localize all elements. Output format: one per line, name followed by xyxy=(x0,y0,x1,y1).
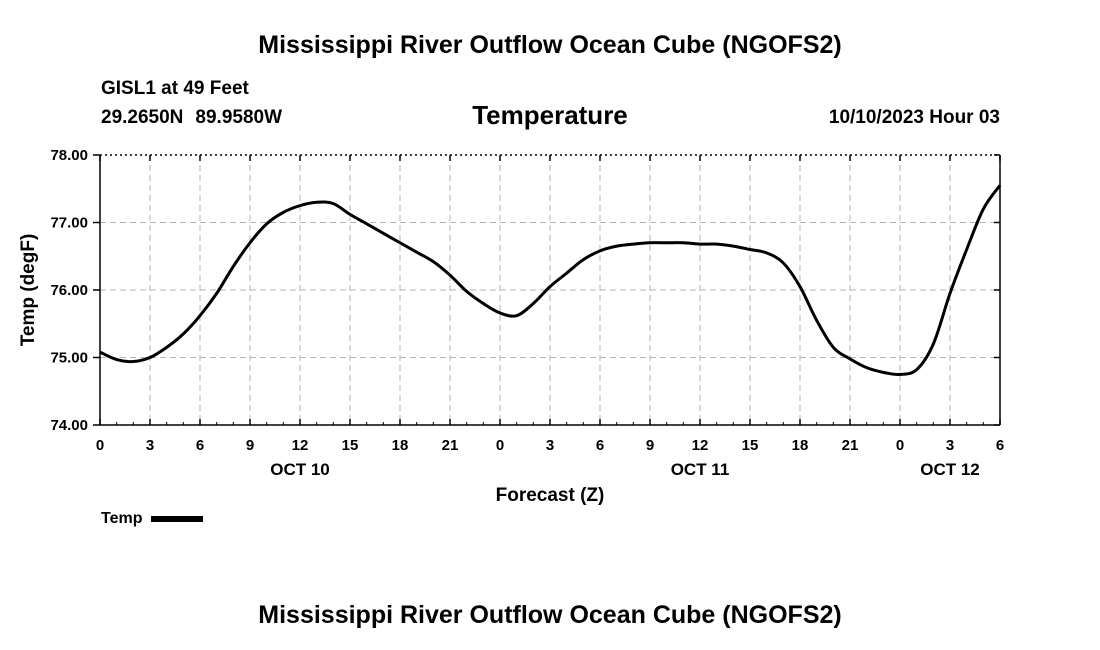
y-tick-label: 74.00 xyxy=(50,417,88,434)
station-coordinates: 29.2650N 89.9580W xyxy=(101,108,282,127)
latitude: 29.2650N xyxy=(101,107,184,128)
x-axis-title: Forecast (Z) xyxy=(496,485,605,506)
forecast-datetime: 10/10/2023 Hour 03 xyxy=(828,107,1000,128)
legend: Temp xyxy=(101,510,204,528)
y-tick-label: 76.00 xyxy=(50,282,88,299)
station-label: GISL1 at 49 Feet xyxy=(101,78,249,99)
y-tick-label: 78.00 xyxy=(50,147,88,164)
x-tick-label: 21 xyxy=(842,437,859,454)
x-tick-label: 15 xyxy=(742,437,759,454)
x-tick-label: 9 xyxy=(646,437,654,454)
y-tick-label: 75.00 xyxy=(50,350,88,367)
x-tick-label: 6 xyxy=(196,437,204,454)
x-tick-label: 18 xyxy=(392,437,409,454)
x-tick-label: 6 xyxy=(996,437,1004,454)
chart-main-title: Mississippi River Outflow Ocean Cube (NG… xyxy=(258,31,842,59)
x-day-label: OCT 12 xyxy=(920,460,980,479)
x-tick-label: 6 xyxy=(596,437,604,454)
chart-subtitle: Temperature xyxy=(472,100,628,130)
x-tick-label: 9 xyxy=(246,437,254,454)
chart-footer-title: Mississippi River Outflow Ocean Cube (NG… xyxy=(258,601,842,629)
x-tick-label: 3 xyxy=(146,437,154,454)
x-day-label: OCT 10 xyxy=(270,460,330,479)
y-axis-title: Temp (degF) xyxy=(18,234,39,347)
x-tick-label: 0 xyxy=(496,437,504,454)
x-tick-label: 21 xyxy=(442,437,459,454)
x-day-label: OCT 11 xyxy=(671,460,730,479)
x-tick-label: 15 xyxy=(342,437,359,454)
longitude: 89.9580W xyxy=(195,107,283,128)
x-tick-label: 12 xyxy=(292,437,309,454)
x-tick-label: 18 xyxy=(792,437,809,454)
x-tick-label: 0 xyxy=(896,437,904,454)
x-tick-label: 3 xyxy=(546,437,554,454)
x-tick-label: 3 xyxy=(946,437,954,454)
x-tick-label: 0 xyxy=(96,437,104,454)
legend-line-swatch xyxy=(151,516,204,522)
series-line-temp xyxy=(99,184,1002,376)
legend-label: Temp xyxy=(101,510,143,527)
y-tick-label: 77.00 xyxy=(50,215,88,232)
x-tick-label: 12 xyxy=(692,437,709,454)
